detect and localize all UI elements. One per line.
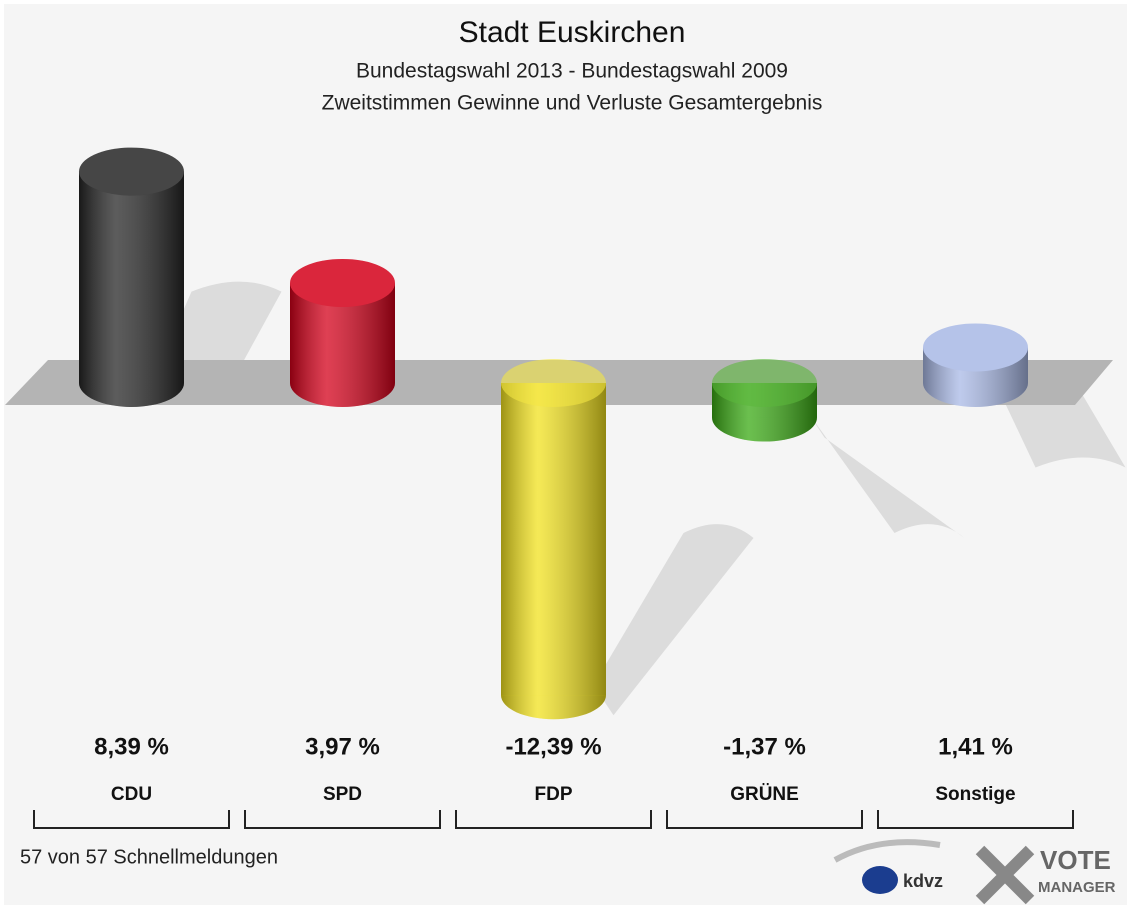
bar-shadow <box>593 524 754 716</box>
bar-body-shade <box>79 171 184 383</box>
value-label: 3,97 % <box>305 733 380 760</box>
category-label: SPD <box>323 784 362 805</box>
subtitle: Bundestagswahl 2013 - Bundestagswahl 200… <box>356 60 788 83</box>
category-label: CDU <box>111 784 152 805</box>
bar-top <box>501 359 606 407</box>
bar <box>923 323 1028 407</box>
footnote: 57 von 57 Schnellmeldungen <box>20 846 278 868</box>
bar-body-shade <box>501 383 606 696</box>
value-label: -12,39 % <box>505 733 601 760</box>
logo-text: MANAGER <box>1038 879 1116 896</box>
category-bracket <box>877 810 1074 829</box>
category-bracket <box>455 810 652 829</box>
chart-title: Stadt Euskirchen <box>459 16 686 49</box>
bar-top-light <box>712 359 817 407</box>
bar-top-light <box>290 258 395 307</box>
bar-top <box>923 323 1028 372</box>
logo: kdvz VOTE MANAGER <box>833 839 1116 905</box>
category-bracket <box>666 810 863 829</box>
category-label: Sonstige <box>935 784 1015 805</box>
category-label: GRÜNE <box>730 784 799 805</box>
bar-shadow <box>804 407 965 538</box>
bar <box>79 147 184 407</box>
logo-text: VOTE <box>1040 845 1111 875</box>
category-label: FDP <box>535 784 573 805</box>
bar-top-light <box>79 147 184 196</box>
bar-top-light <box>923 323 1028 372</box>
bar <box>501 359 606 720</box>
value-label: 8,39 % <box>94 733 169 760</box>
bar-top-light <box>501 359 606 407</box>
category-bracket <box>33 810 230 829</box>
bar-top <box>290 258 395 307</box>
bar <box>712 359 817 442</box>
value-label: 1,41 % <box>938 733 1013 760</box>
value-label: -1,37 % <box>723 733 806 760</box>
bar-top <box>79 147 184 196</box>
bars <box>79 147 1028 720</box>
bar <box>290 258 395 407</box>
category-bracket <box>244 810 441 829</box>
subtitle: Zweitstimmen Gewinne und Verluste Gesamt… <box>322 92 823 115</box>
logo-text: kdvz <box>903 871 943 891</box>
bar-top <box>712 359 817 407</box>
